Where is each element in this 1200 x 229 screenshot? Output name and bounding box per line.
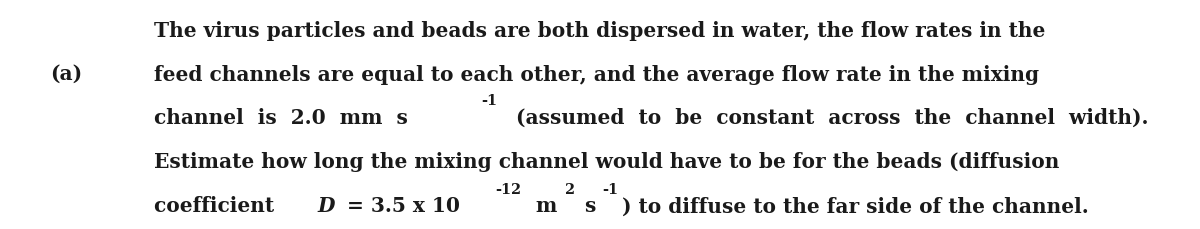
Text: channel  is  2.0  mm  s: channel is 2.0 mm s	[154, 108, 408, 127]
Text: (a): (a)	[50, 63, 83, 83]
Text: = 3.5 x 10: = 3.5 x 10	[341, 196, 461, 215]
Text: coefficient: coefficient	[154, 196, 281, 215]
Text: ) to diffuse to the far side of the channel.: ) to diffuse to the far side of the chan…	[623, 196, 1090, 215]
Text: -12: -12	[496, 182, 521, 196]
Text: Estimate how long the mixing channel would have to be for the beads (diffusion: Estimate how long the mixing channel wou…	[154, 152, 1058, 171]
Text: -1: -1	[602, 182, 618, 196]
Text: 2: 2	[565, 182, 575, 196]
Text: m: m	[528, 196, 557, 215]
Text: The virus particles and beads are both dispersed in water, the flow rates in the: The virus particles and beads are both d…	[154, 21, 1045, 41]
Text: D: D	[318, 196, 335, 215]
Text: -1: -1	[481, 94, 497, 108]
Text: feed channels are equal to each other, and the average flow rate in the mixing: feed channels are equal to each other, a…	[154, 65, 1039, 85]
Text: s: s	[578, 196, 596, 215]
Text: (assumed  to  be  constant  across  the  channel  width).: (assumed to be constant across the chann…	[502, 108, 1148, 127]
